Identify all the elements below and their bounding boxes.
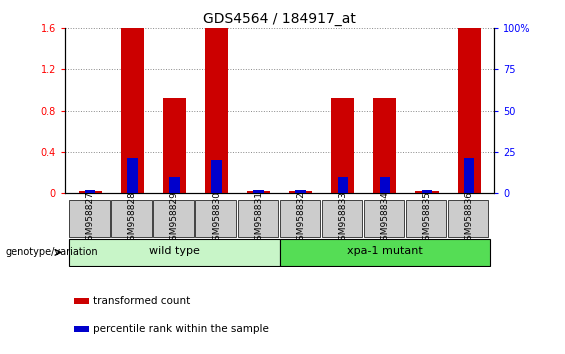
Text: GSM958827: GSM958827 [86, 191, 95, 246]
Bar [415, 191, 438, 193]
FancyBboxPatch shape [195, 200, 236, 237]
Bar [79, 191, 102, 193]
Bar [380, 177, 390, 193]
FancyBboxPatch shape [237, 200, 278, 237]
Text: GSM958830: GSM958830 [212, 191, 221, 246]
Text: GSM958829: GSM958829 [170, 191, 179, 246]
Text: genotype/variation: genotype/variation [6, 247, 98, 257]
Text: GSM958832: GSM958832 [296, 191, 305, 246]
Bar [163, 98, 186, 193]
Bar [205, 28, 228, 193]
Bar [337, 177, 348, 193]
Bar [127, 158, 138, 193]
FancyBboxPatch shape [111, 200, 151, 237]
Bar [253, 190, 264, 193]
FancyBboxPatch shape [69, 200, 110, 237]
Bar [85, 190, 95, 193]
Bar [289, 191, 312, 193]
FancyBboxPatch shape [406, 200, 446, 237]
Bar [373, 98, 397, 193]
Text: transformed count: transformed count [93, 296, 190, 306]
FancyBboxPatch shape [364, 200, 405, 237]
Text: GSM958834: GSM958834 [380, 191, 389, 246]
FancyBboxPatch shape [280, 200, 320, 237]
Bar [211, 160, 222, 193]
FancyBboxPatch shape [322, 200, 362, 237]
Bar [295, 190, 306, 193]
Text: GSM958835: GSM958835 [423, 191, 432, 246]
Bar [247, 191, 270, 193]
Text: percentile rank within the sample: percentile rank within the sample [93, 324, 269, 334]
Bar [331, 98, 354, 193]
Text: GSM958828: GSM958828 [128, 191, 137, 246]
Bar [169, 177, 180, 193]
Title: GDS4564 / 184917_at: GDS4564 / 184917_at [203, 12, 356, 26]
FancyBboxPatch shape [448, 200, 489, 237]
Text: GSM958833: GSM958833 [338, 191, 347, 246]
Bar [458, 28, 481, 193]
FancyBboxPatch shape [280, 239, 490, 266]
FancyBboxPatch shape [69, 239, 280, 266]
Bar [73, 298, 89, 304]
FancyBboxPatch shape [153, 200, 194, 237]
Bar [421, 190, 432, 193]
Text: wild type: wild type [149, 246, 200, 256]
Text: xpa-1 mutant: xpa-1 mutant [347, 246, 423, 256]
Text: GSM958836: GSM958836 [464, 191, 473, 246]
Bar [464, 158, 475, 193]
Bar [121, 28, 144, 193]
Bar [73, 326, 89, 332]
Text: GSM958831: GSM958831 [254, 191, 263, 246]
